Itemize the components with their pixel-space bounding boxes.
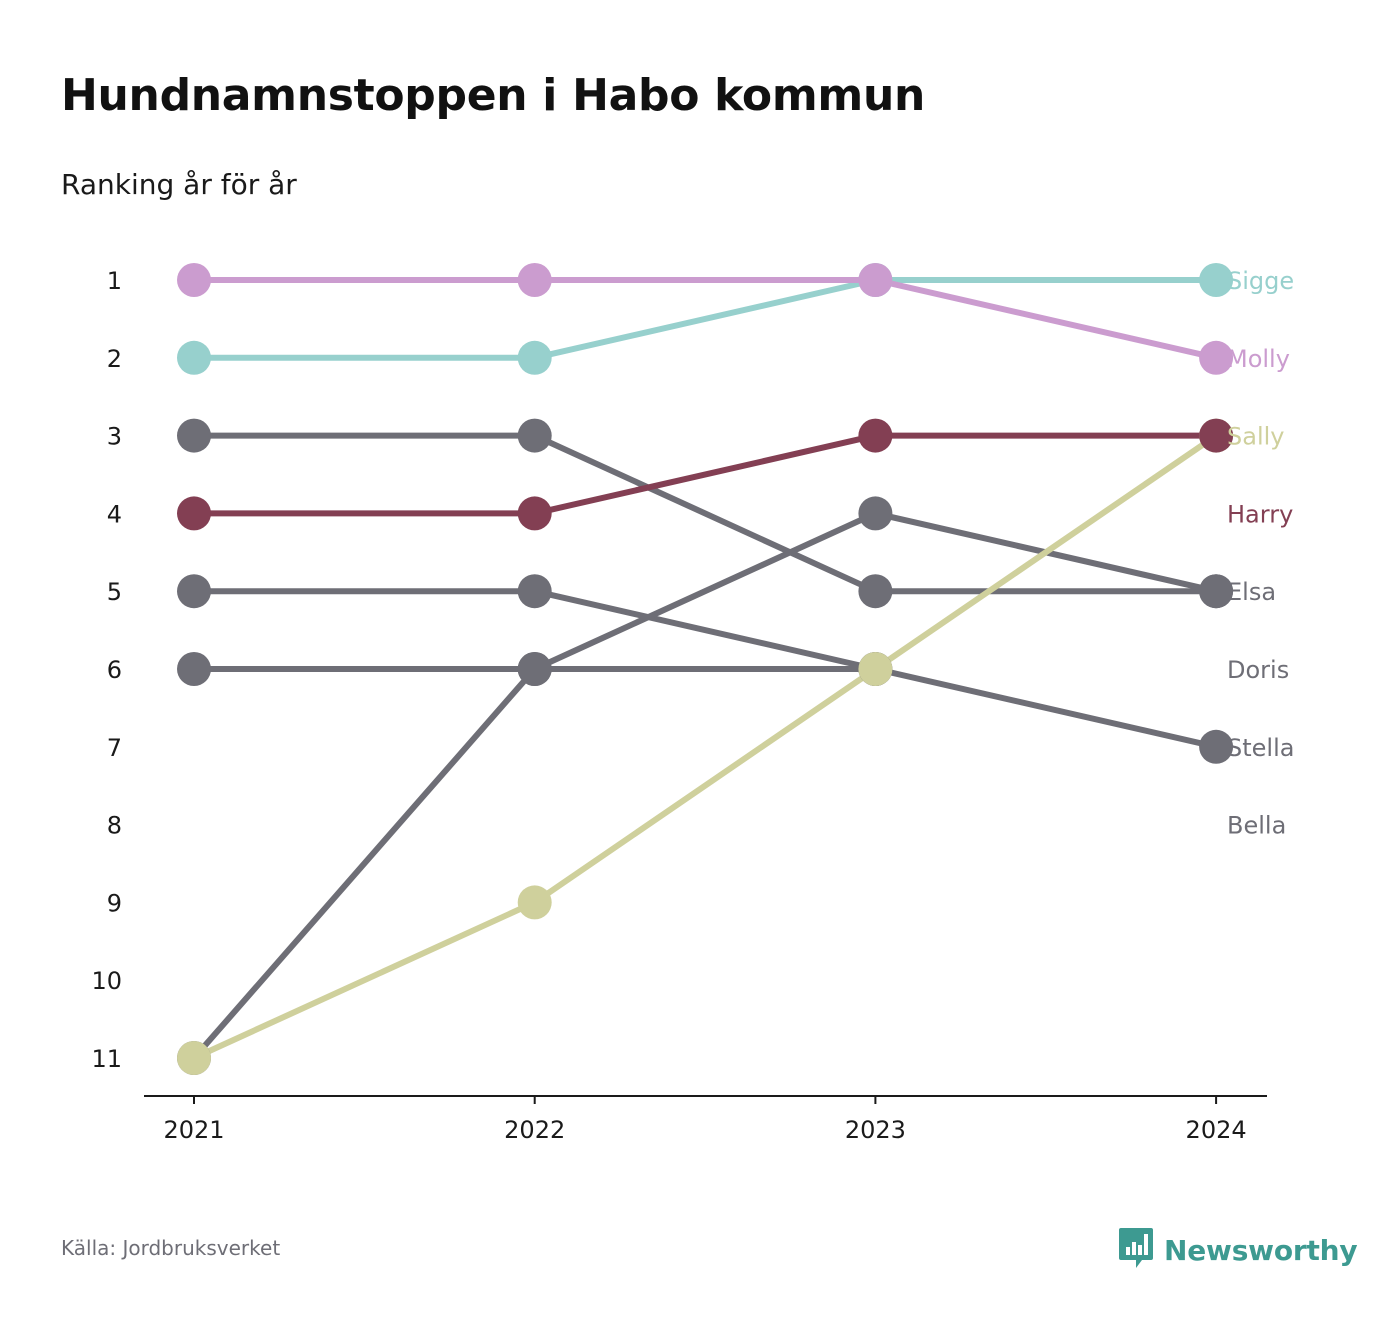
point-sally-2023	[858, 652, 893, 686]
point-sigge-2022	[517, 340, 552, 375]
source-note: Källa: Jordbruksverket	[61, 1236, 281, 1260]
y-tick-label: 7	[107, 734, 122, 762]
point-stella-2021	[177, 574, 211, 609]
chart-subtitle: Ranking år för år	[61, 168, 297, 201]
series-points	[177, 263, 1234, 1075]
point-molly-2024	[1199, 340, 1234, 375]
y-tick-label: 10	[91, 967, 122, 995]
x-tick-label: 2021	[163, 1116, 224, 1144]
series-label-bella: Bella	[1227, 812, 1286, 840]
point-elsa-2021	[177, 418, 211, 453]
series-label-sigge: Sigge	[1227, 267, 1294, 295]
chart-title: Hundnamnstoppen i Habo kommun	[61, 70, 925, 121]
y-tick-label: 2	[107, 345, 122, 373]
series-lines	[191, 277, 1220, 1061]
brand-logo[interactable]: Newsworthy	[1118, 1226, 1358, 1274]
point-bella-2024	[1199, 574, 1234, 609]
series-label-harry: Harry	[1227, 500, 1293, 528]
point-molly-2023	[858, 263, 893, 297]
series-labels: Sigge Molly Sally Harry Elsa Doris Stella Bella	[1227, 267, 1294, 840]
point-elsa-2023	[858, 574, 893, 609]
point-harry-2022	[517, 496, 552, 531]
series-label-molly: Molly	[1227, 345, 1290, 373]
point-sally-2021	[177, 1041, 211, 1075]
series-line-sally	[191, 432, 1220, 1061]
point-sigge-2021	[177, 340, 211, 375]
point-molly-2021	[177, 263, 211, 297]
y-tick-label: 3	[107, 423, 122, 451]
x-tick-label: 2023	[845, 1116, 906, 1144]
y-tick-label: 6	[107, 656, 122, 684]
series-line-molly	[191, 277, 1220, 361]
y-axis: 1 2 3 4 5 6 7 8 9 10 11	[91, 267, 122, 1073]
y-tick-label: 9	[107, 889, 122, 917]
point-elsa-2022	[517, 418, 552, 453]
point-sally-2022	[517, 885, 552, 920]
point-bella-2022	[517, 652, 552, 686]
point-harry-2023	[858, 418, 893, 453]
newsworthy-logo-icon	[1118, 1226, 1154, 1274]
y-tick-label: 8	[107, 812, 122, 840]
x-axis: 2021 2022 2023 2024	[144, 1095, 1267, 1144]
series-label-stella: Stella	[1227, 734, 1294, 762]
y-tick-label: 1	[107, 267, 122, 295]
series-label-doris: Doris	[1227, 656, 1289, 684]
point-harry-2021	[177, 496, 211, 531]
y-tick-label: 11	[91, 1045, 122, 1073]
x-tick-label: 2024	[1186, 1116, 1247, 1144]
point-stella-2022	[517, 574, 552, 609]
x-tick-label: 2022	[504, 1116, 565, 1144]
point-harry-2024	[1199, 418, 1234, 453]
series-line-elsa	[191, 432, 1220, 595]
point-molly-2022	[517, 263, 552, 297]
point-sigge-2024	[1199, 263, 1234, 297]
point-stella-2024	[1199, 729, 1234, 764]
series-line-sigge	[191, 277, 1220, 361]
series-line-stella	[191, 588, 1220, 750]
y-tick-label: 5	[107, 578, 122, 606]
series-label-elsa: Elsa	[1227, 578, 1276, 606]
series-label-sally: Sally	[1227, 423, 1284, 451]
point-doris-2021	[177, 652, 211, 686]
bump-chart: 1 2 3 4 5 6 7 8 9 10 11 2021 2022 2023 2024 Sigge Moll…	[91, 263, 1294, 1144]
series-line-harry	[191, 432, 1220, 517]
brand-name: Newsworthy	[1164, 1233, 1358, 1267]
y-tick-label: 4	[107, 500, 122, 528]
point-bella-2023	[858, 496, 893, 531]
